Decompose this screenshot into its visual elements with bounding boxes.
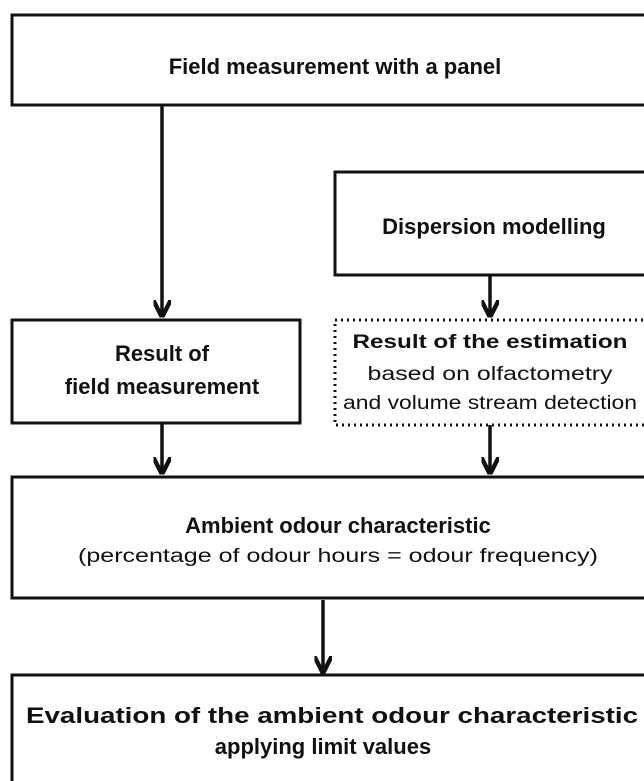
box-field-measurement bbox=[10, 13, 644, 107]
node-text: Dispersion modelling bbox=[382, 214, 606, 239]
node-text: Result of the estimation bbox=[353, 332, 628, 353]
node-text: Ambient odour characteristic bbox=[185, 513, 491, 538]
box-dispersion bbox=[333, 170, 644, 277]
node-text: and volume stream detection bbox=[343, 393, 637, 414]
box-result-estimation bbox=[333, 318, 644, 427]
node-text: Result of bbox=[115, 341, 210, 366]
box-result-field bbox=[10, 318, 302, 425]
node-text: field measurement bbox=[65, 374, 260, 399]
node-text: Evaluation of the ambient odour characte… bbox=[26, 703, 638, 728]
node-text: based on olfactometry bbox=[368, 364, 614, 385]
node-text: Field measurement with a panel bbox=[169, 54, 502, 79]
node-text: (percentage of odour hours = odour frequ… bbox=[78, 546, 598, 567]
box-evaluation bbox=[10, 673, 644, 781]
box-ambient bbox=[10, 475, 644, 600]
node-text: applying limit values bbox=[215, 734, 431, 759]
